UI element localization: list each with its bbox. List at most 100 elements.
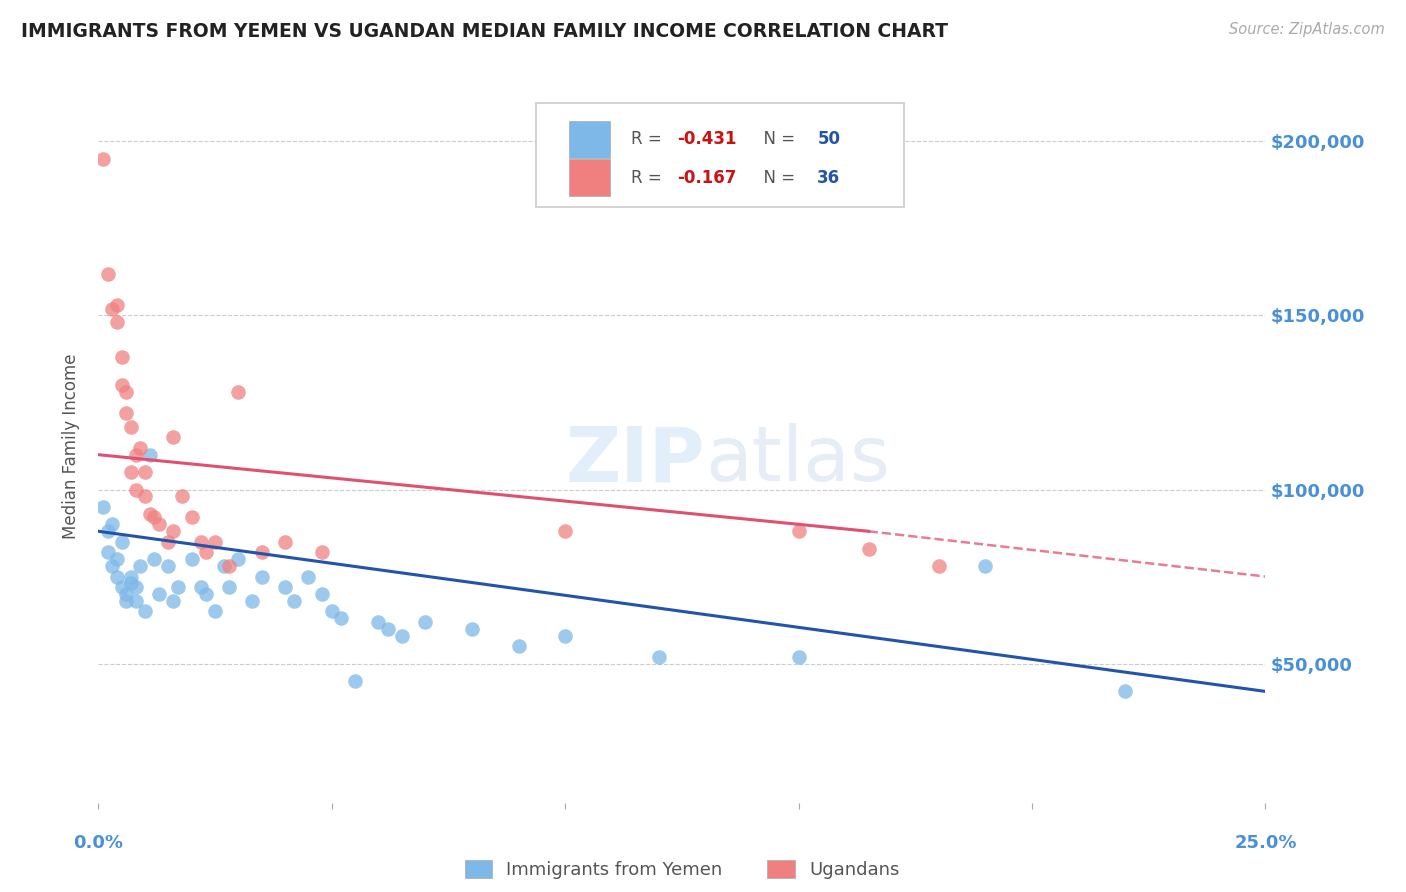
Point: [157, 559, 180, 574]
Point: [148, 517, 170, 532]
Point: [166, 580, 188, 594]
Text: R =: R =: [630, 169, 666, 186]
Text: atlas: atlas: [706, 424, 890, 497]
Point: [111, 378, 134, 392]
Text: N =: N =: [754, 130, 800, 148]
Point: [311, 587, 333, 601]
Point: [115, 406, 138, 420]
Text: 0.0%: 0.0%: [73, 834, 124, 852]
Text: Source: ZipAtlas.com: Source: ZipAtlas.com: [1229, 22, 1385, 37]
FancyBboxPatch shape: [568, 159, 610, 196]
Point: [134, 604, 156, 618]
Point: [377, 622, 399, 636]
Point: [91, 500, 114, 514]
Point: [148, 587, 170, 601]
Point: [97, 545, 120, 559]
Point: [111, 534, 134, 549]
Point: [97, 267, 120, 281]
Point: [297, 569, 319, 583]
Point: [105, 315, 128, 329]
Point: [242, 594, 264, 608]
Point: [413, 615, 436, 629]
Point: [129, 559, 152, 574]
Point: [218, 580, 240, 594]
Text: -0.431: -0.431: [678, 130, 737, 148]
Point: [330, 611, 353, 625]
Point: [111, 580, 134, 594]
Point: [157, 534, 180, 549]
Text: N =: N =: [754, 169, 800, 186]
Text: R =: R =: [630, 130, 666, 148]
Point: [125, 448, 148, 462]
Point: [554, 524, 576, 539]
Point: [974, 559, 997, 574]
Point: [101, 517, 124, 532]
Point: [115, 587, 138, 601]
Point: [162, 430, 184, 444]
Point: [274, 534, 297, 549]
Point: [647, 649, 669, 664]
Point: [115, 594, 138, 608]
Point: [120, 465, 142, 479]
Point: [105, 552, 128, 566]
Y-axis label: Median Family Income: Median Family Income: [62, 353, 80, 539]
Point: [367, 615, 389, 629]
Point: [344, 673, 367, 688]
Point: [321, 604, 343, 618]
Point: [105, 569, 128, 583]
Point: [214, 559, 236, 574]
Point: [508, 639, 530, 653]
Point: [194, 587, 217, 601]
Point: [143, 510, 166, 524]
Point: [91, 152, 114, 166]
Point: [204, 534, 226, 549]
Point: [115, 385, 138, 400]
Point: [311, 545, 333, 559]
Point: [139, 507, 162, 521]
Point: [190, 580, 212, 594]
Point: [194, 545, 217, 559]
Point: [180, 510, 202, 524]
Point: [283, 594, 305, 608]
Legend: Immigrants from Yemen, Ugandans: Immigrants from Yemen, Ugandans: [457, 853, 907, 887]
Point: [134, 465, 156, 479]
Point: [101, 301, 124, 316]
Point: [461, 622, 484, 636]
Point: [274, 580, 297, 594]
Point: [228, 552, 250, 566]
Point: [858, 541, 880, 556]
Point: [139, 448, 162, 462]
Point: [787, 649, 810, 664]
Point: [250, 545, 273, 559]
Point: [143, 552, 166, 566]
Text: 25.0%: 25.0%: [1234, 834, 1296, 852]
Point: [204, 604, 226, 618]
FancyBboxPatch shape: [536, 103, 904, 207]
Point: [190, 534, 212, 549]
Point: [250, 569, 273, 583]
Point: [120, 569, 142, 583]
Point: [1114, 684, 1136, 698]
Point: [228, 385, 250, 400]
Point: [134, 490, 156, 504]
Text: ZIP: ZIP: [565, 424, 706, 497]
Text: -0.167: -0.167: [678, 169, 737, 186]
Text: IMMIGRANTS FROM YEMEN VS UGANDAN MEDIAN FAMILY INCOME CORRELATION CHART: IMMIGRANTS FROM YEMEN VS UGANDAN MEDIAN …: [21, 22, 948, 41]
Point: [391, 629, 413, 643]
Point: [125, 483, 148, 497]
Text: 36: 36: [817, 169, 841, 186]
FancyBboxPatch shape: [568, 120, 610, 158]
Point: [162, 524, 184, 539]
Point: [162, 594, 184, 608]
Point: [120, 576, 142, 591]
Text: 50: 50: [817, 130, 841, 148]
Point: [172, 490, 194, 504]
Point: [554, 629, 576, 643]
Point: [218, 559, 240, 574]
Point: [125, 580, 148, 594]
Point: [120, 420, 142, 434]
Point: [180, 552, 202, 566]
Point: [105, 298, 128, 312]
Point: [101, 559, 124, 574]
Point: [129, 441, 152, 455]
